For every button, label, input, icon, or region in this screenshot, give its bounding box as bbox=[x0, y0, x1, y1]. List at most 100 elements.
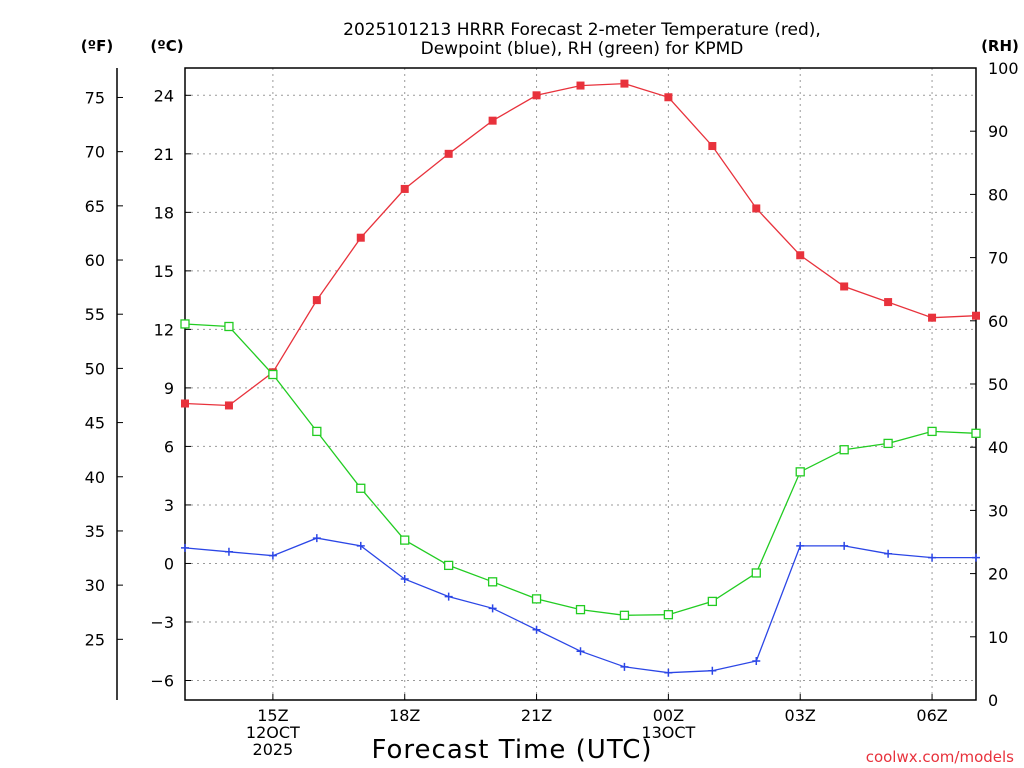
dewpoint-point bbox=[576, 647, 585, 656]
fahrenheit-unit-label: (ºF) bbox=[81, 37, 113, 55]
x-tick-label: 21Z bbox=[521, 706, 552, 725]
temperature-point bbox=[576, 81, 585, 90]
x-axis-title: Forecast Time (UTC) bbox=[371, 735, 652, 765]
rh-point bbox=[400, 535, 410, 545]
rh-point bbox=[619, 610, 630, 620]
temperature-point bbox=[312, 296, 321, 305]
temperature-point bbox=[928, 313, 937, 322]
fahrenheit-tick-label: 65 bbox=[85, 197, 105, 216]
dewpoint-point bbox=[752, 656, 761, 665]
fahrenheit-tick-label: 30 bbox=[85, 576, 105, 595]
x-tick-label: 00Z bbox=[653, 706, 684, 725]
celsius-tick-label: 0 bbox=[164, 554, 174, 573]
rh-point bbox=[224, 321, 234, 332]
dewpoint-point bbox=[884, 549, 893, 558]
grid-lines bbox=[117, 67, 976, 701]
dewpoint-point bbox=[224, 547, 233, 556]
dewpoint-point bbox=[444, 592, 453, 601]
fahrenheit-tick-label: 55 bbox=[85, 305, 105, 324]
rh-point bbox=[927, 426, 937, 437]
rh-point bbox=[575, 604, 586, 615]
temperature-point bbox=[400, 184, 409, 193]
rh-tick-label: 60 bbox=[988, 312, 1008, 331]
rh-tick-label: 80 bbox=[988, 185, 1008, 204]
rh-point bbox=[839, 445, 849, 455]
dewpoint-point bbox=[356, 541, 365, 550]
temperature-point bbox=[444, 149, 453, 158]
x-tick-label: 15Z bbox=[257, 706, 288, 725]
dewpoint-point bbox=[840, 541, 849, 550]
rh-point bbox=[707, 596, 717, 607]
celsius-tick-label: −6 bbox=[150, 671, 174, 690]
dewpoint-point bbox=[488, 604, 497, 613]
celsius-unit-label: (ºC) bbox=[150, 37, 183, 55]
rh-point bbox=[751, 568, 761, 578]
dewpoint-point bbox=[312, 534, 321, 543]
credit-text: coolwx.com/models bbox=[866, 748, 1014, 766]
dewpoint-point bbox=[664, 668, 673, 677]
celsius-tick-label: 24 bbox=[154, 86, 174, 105]
rh-point bbox=[268, 369, 278, 380]
dewpoint-point bbox=[532, 625, 541, 634]
celsius-tick-label: 18 bbox=[154, 203, 174, 222]
fahrenheit-tick-label: 75 bbox=[85, 88, 105, 107]
chart-title-line2: Dewpoint (blue), RH (green) for KPMD bbox=[421, 39, 744, 59]
fahrenheit-tick-label: 35 bbox=[85, 522, 105, 541]
x-tick-label: 12OCT bbox=[246, 723, 300, 742]
temperature-point bbox=[620, 79, 629, 88]
fahrenheit-tick-label: 40 bbox=[85, 468, 105, 487]
dewpoint-point bbox=[708, 666, 717, 675]
celsius-tick-label: 6 bbox=[164, 437, 174, 456]
rh-tick-label: 40 bbox=[988, 438, 1008, 457]
temperature-point bbox=[884, 298, 893, 307]
dewpoint-point bbox=[620, 662, 629, 671]
dewpoint-point bbox=[972, 553, 980, 562]
temperature-point bbox=[752, 204, 761, 213]
fahrenheit-tick-label: 45 bbox=[85, 414, 105, 433]
plot-frame bbox=[184, 67, 977, 701]
rh-tick-label: 20 bbox=[988, 565, 1008, 584]
series-layer bbox=[180, 79, 981, 677]
fahrenheit-tick-label: 60 bbox=[85, 251, 105, 270]
rh-tick-label: 90 bbox=[988, 122, 1008, 141]
fahrenheit-tick-label: 25 bbox=[85, 630, 105, 649]
rh-point bbox=[312, 426, 322, 437]
celsius-tick-label: 12 bbox=[154, 320, 174, 339]
temperature-line bbox=[184, 82, 977, 407]
temperature-point bbox=[181, 399, 189, 408]
temperature-point bbox=[488, 116, 497, 125]
x-tick-label: 18Z bbox=[389, 706, 420, 725]
rh-tick-label: 70 bbox=[988, 249, 1008, 268]
rh-tick-label: 100 bbox=[988, 59, 1019, 78]
rh-point bbox=[444, 560, 454, 571]
dewpoint-point bbox=[928, 553, 937, 562]
rh-tick-label: 0 bbox=[988, 691, 998, 710]
rh-point bbox=[971, 428, 981, 438]
rh-point bbox=[795, 467, 805, 477]
fahrenheit-tick-label: 70 bbox=[85, 143, 105, 162]
rh-tick-label: 30 bbox=[988, 501, 1008, 520]
dewpoint-point bbox=[796, 541, 805, 550]
rh-point bbox=[883, 438, 893, 449]
celsius-tick-label: 3 bbox=[164, 496, 174, 515]
temperature-point bbox=[532, 91, 541, 100]
fahrenheit-tick-label: 50 bbox=[85, 359, 105, 378]
rh-unit-label: (RH) bbox=[981, 37, 1019, 55]
celsius-tick-label: 15 bbox=[154, 262, 174, 281]
temperature-point bbox=[664, 93, 673, 102]
temperature-point bbox=[356, 233, 365, 242]
temperature-point bbox=[224, 401, 233, 410]
temperature-point bbox=[796, 251, 805, 260]
rh-tick-label: 50 bbox=[988, 375, 1008, 394]
x-tick-label: 03Z bbox=[785, 706, 816, 725]
rh-point bbox=[663, 610, 674, 620]
temperature-point bbox=[708, 142, 717, 151]
dewpoint-point bbox=[400, 575, 409, 584]
celsius-tick-label: −3 bbox=[150, 613, 174, 632]
celsius-tick-label: 9 bbox=[164, 379, 174, 398]
x-tick-label: 13OCT bbox=[641, 723, 695, 742]
rh-point bbox=[356, 483, 366, 493]
rh-point bbox=[531, 594, 542, 604]
dewpoint-point bbox=[181, 543, 189, 552]
